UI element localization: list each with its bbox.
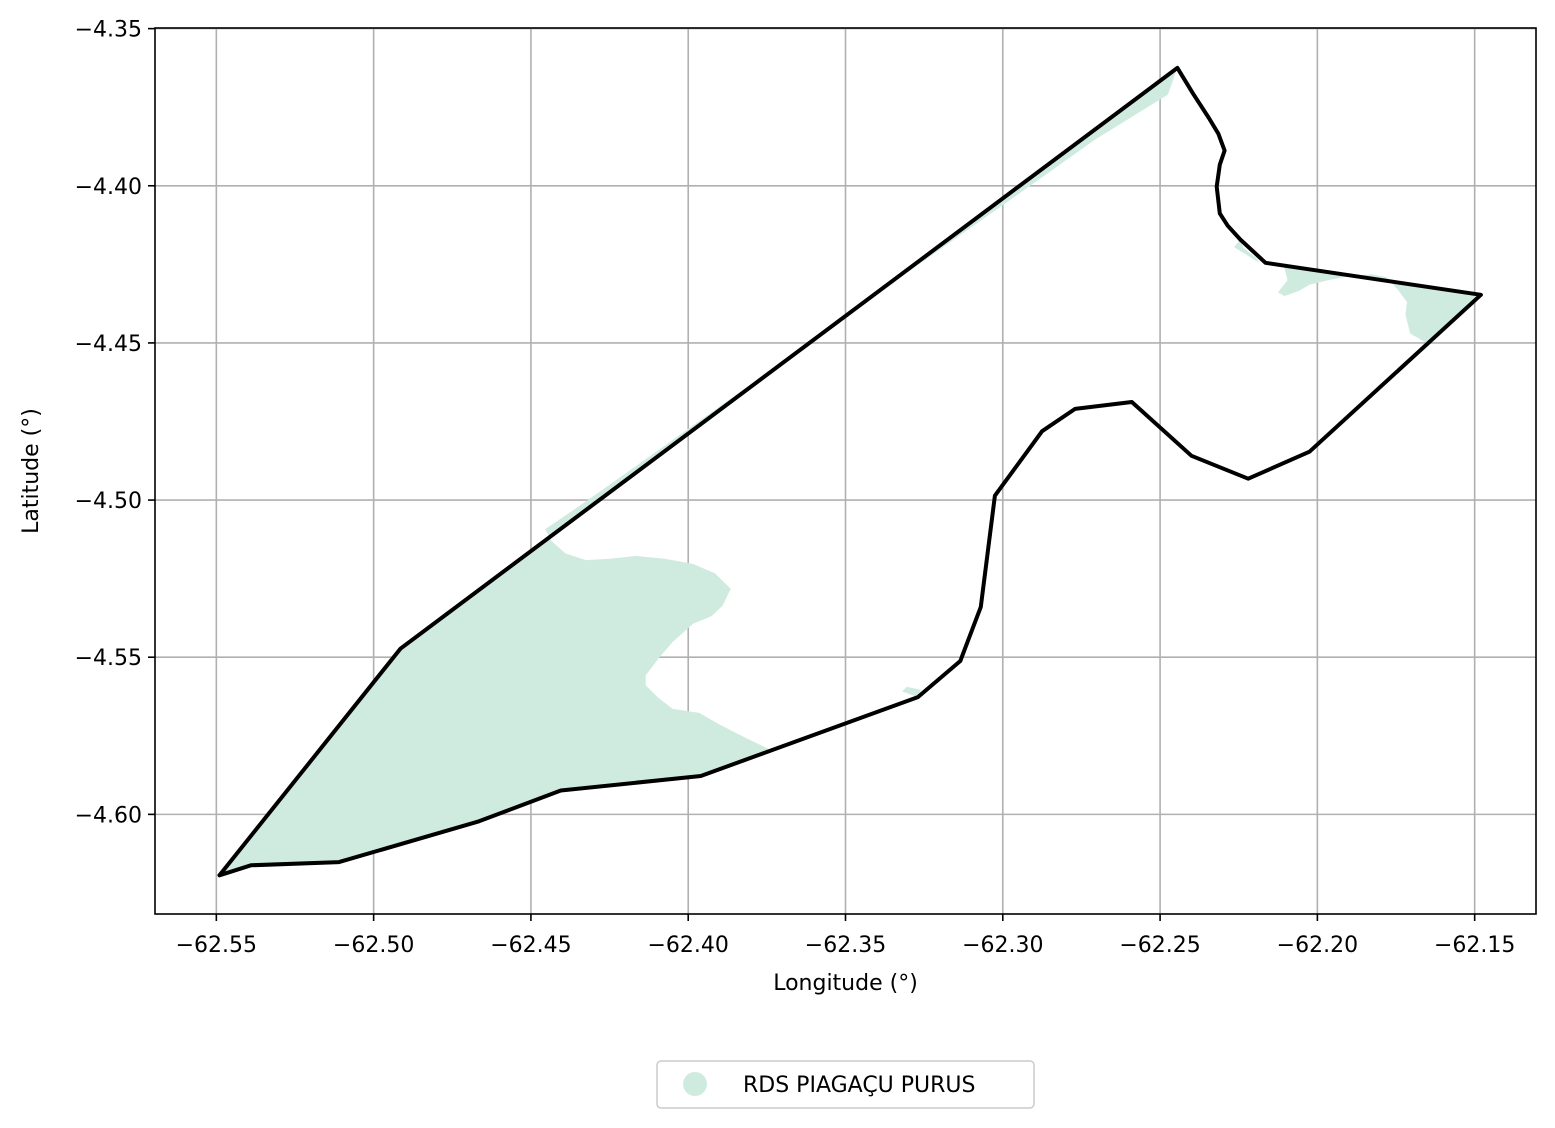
x-tick-label: −62.55 <box>176 933 257 958</box>
x-tick-label: −62.20 <box>1277 933 1358 958</box>
legend-box <box>656 1060 1035 1109</box>
x-tick-label: −62.30 <box>962 933 1043 958</box>
y-axis-ticks: −4.35 −4.40 −4.45 −4.50 −4.55 −4.60 <box>75 18 155 828</box>
x-tick-label: −62.40 <box>647 933 728 958</box>
reserve-boundary-outline <box>217 65 1483 878</box>
x-tick-label: −62.15 <box>1434 933 1515 958</box>
y-axis-label: Latitude (°) <box>19 408 44 534</box>
reserve-boundary-line <box>217 65 1483 878</box>
x-tick-label: −62.50 <box>333 933 414 958</box>
legend: RDS PIAGAÇU PURUS <box>656 1060 1035 1109</box>
reserve-area-polygon <box>1234 239 1260 263</box>
y-tick-label: −4.45 <box>75 332 142 357</box>
reserve-area-polygon <box>1265 262 1481 343</box>
reserve-area-polygon <box>902 686 921 698</box>
legend-label: RDS PIAGAÇU PURUS <box>743 1073 976 1098</box>
y-tick-label: −4.50 <box>75 489 142 514</box>
y-tick-label: −4.35 <box>75 18 142 43</box>
y-tick-label: −4.60 <box>75 803 142 828</box>
reserve-area-fills <box>219 67 1481 876</box>
y-tick-label: −4.40 <box>75 175 142 200</box>
x-tick-label: −62.35 <box>805 933 886 958</box>
legend-marker-circle <box>683 1072 707 1096</box>
gridlines <box>155 27 1536 914</box>
x-tick-label: −62.45 <box>490 933 571 958</box>
y-tick-label: −4.55 <box>75 646 142 671</box>
x-axis-label: Longitude (°) <box>773 971 918 996</box>
x-tick-label: −62.25 <box>1119 933 1200 958</box>
reserve-area-polygon <box>219 67 1178 876</box>
x-axis-ticks: −62.55 −62.50 −62.45 −62.40 −62.35 −62.30 −62.… <box>176 914 1515 958</box>
